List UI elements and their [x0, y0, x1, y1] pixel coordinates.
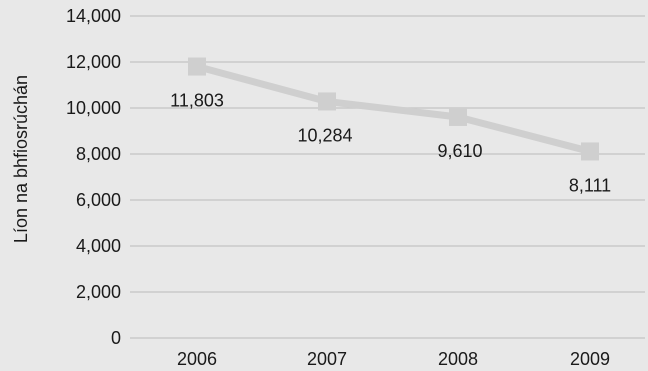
- data-point-marker: [449, 107, 467, 126]
- x-axis-ticks: 2006 2007 2008 2009: [177, 349, 610, 369]
- data-point-marker: [581, 142, 599, 161]
- x-tick-label: 2009: [570, 349, 610, 369]
- data-label: 11,803: [170, 91, 224, 111]
- y-tick-label: 8,000: [76, 144, 121, 164]
- y-axis-title: Líon na bhfiosrúchán: [11, 75, 31, 243]
- y-tick-label: 6,000: [76, 190, 121, 210]
- series-line-group: [188, 57, 599, 161]
- y-tick-label: 10,000: [66, 98, 121, 118]
- x-tick-label: 2007: [307, 349, 347, 369]
- data-point-marker: [318, 92, 336, 111]
- x-tick-label: 2006: [177, 349, 217, 369]
- gridlines: [130, 15, 645, 339]
- data-labels: 11,803 10,284 9,610 8,111: [170, 91, 611, 196]
- y-tick-label: 0: [111, 328, 121, 348]
- data-point-marker: [188, 57, 206, 76]
- x-tick-label: 2008: [438, 349, 478, 369]
- data-label: 10,284: [297, 125, 352, 145]
- data-label: 9,610: [437, 141, 482, 161]
- series-line: [193, 63, 594, 155]
- y-tick-label: 14,000: [66, 6, 121, 26]
- y-tick-label: 12,000: [66, 52, 121, 72]
- data-label: 8,111: [569, 175, 611, 195]
- y-tick-label: 2,000: [76, 282, 121, 302]
- y-tick-label: 4,000: [76, 236, 121, 256]
- y-axis-ticks: 0 2,000 4,000 6,000 8,000 10,000 12,000 14,000: [66, 6, 121, 348]
